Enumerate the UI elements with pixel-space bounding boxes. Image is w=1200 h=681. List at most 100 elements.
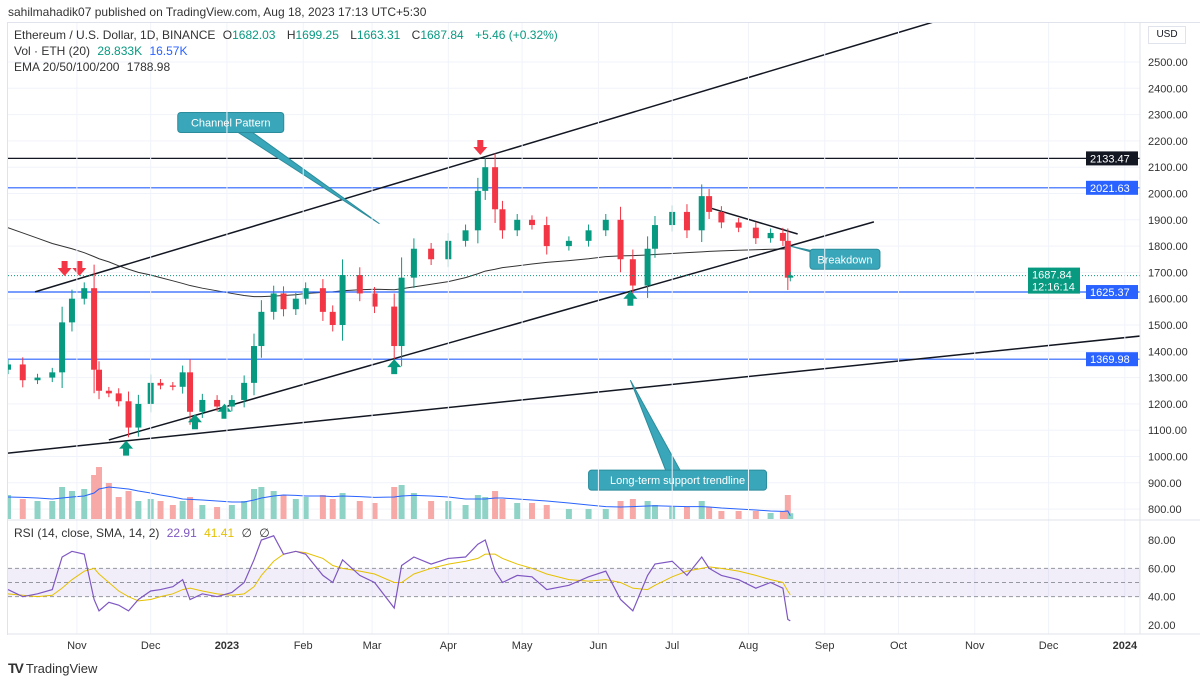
arrow-up-icon — [217, 403, 232, 419]
candle-body — [8, 364, 11, 370]
y-tick-label: 800.00 — [1148, 504, 1182, 516]
volume-bar — [179, 501, 186, 519]
chart-frame — [7, 22, 1200, 635]
volume-bar — [779, 511, 786, 519]
y-tick-label: 1100.00 — [1148, 425, 1187, 437]
level-price-label: 2021.63 — [1090, 183, 1130, 195]
last-price-label: 1687.84 — [1032, 270, 1072, 282]
trendline — [108, 221, 875, 441]
volume-bar — [157, 501, 164, 519]
candle-body — [187, 372, 194, 412]
candle-body — [125, 401, 132, 428]
volume-bar — [752, 511, 759, 519]
callout-label: Long-term support trendline — [610, 475, 745, 487]
price-pane: Channel Pattern Breakdown Long-term suppor… — [8, 23, 1140, 519]
arrow-up-icon — [119, 440, 134, 456]
candle-body — [339, 275, 346, 325]
arrow-up-icon — [187, 414, 202, 430]
volume-bar — [391, 487, 398, 519]
candle-body — [462, 230, 469, 241]
callout-label: Channel Pattern — [191, 117, 271, 129]
volume-bar — [706, 507, 713, 519]
callout-label: Breakdown — [817, 254, 872, 266]
candle-body — [91, 288, 98, 370]
ema-legend: EMA 20/50/100/200 1788.98 — [14, 60, 174, 74]
candle-body — [228, 399, 235, 407]
rsi-pane — [7, 535, 1140, 622]
volume-bar — [91, 475, 98, 519]
level-price-tag — [1086, 352, 1138, 367]
volume-bar — [292, 499, 299, 519]
volume-bar — [617, 501, 624, 519]
volume-bar — [34, 501, 41, 519]
candle-body — [718, 211, 725, 223]
symbol-name[interactable]: Ethereum / U.S. Dollar, 1D, BINANCE — [14, 28, 216, 42]
candle-body — [585, 230, 592, 241]
candle-body — [49, 372, 56, 378]
open-value: O1682.03 — [223, 28, 280, 42]
x-tick-label: Apr — [440, 640, 457, 652]
volume-bar — [735, 511, 742, 519]
candle-body — [779, 232, 786, 241]
candle-body — [68, 298, 75, 323]
rsi-sma-line — [7, 550, 791, 602]
candle-body — [115, 393, 122, 402]
rsi-tick-label: 60.00 — [1148, 563, 1176, 575]
low-value: L1663.31 — [350, 28, 404, 42]
volume-bar — [329, 499, 336, 519]
volume-bar — [629, 499, 636, 519]
currency-button[interactable]: USD — [1148, 26, 1186, 44]
candle-body — [482, 167, 489, 191]
candle-body — [19, 364, 26, 381]
tradingview-logo[interactable]: TV TradingView — [8, 660, 97, 676]
x-tick-label: May — [512, 640, 533, 652]
volume-bar — [371, 503, 378, 519]
candle-body — [499, 209, 506, 231]
arrow-down-icon — [473, 140, 488, 156]
candle-body — [752, 227, 759, 239]
volume-bar — [258, 487, 265, 519]
volume-sma-value: 16.57K — [149, 44, 188, 58]
rsi-legend: RSI (14, close, SMA, 14, 2) 22.91 41.41 … — [14, 526, 274, 540]
y-tick-label: 1300.00 — [1148, 373, 1188, 385]
y-tick-label: 1500.00 — [1148, 320, 1188, 332]
level-price-label: 1369.98 — [1090, 354, 1130, 366]
ema-label[interactable]: EMA 20/50/100/200 — [14, 60, 120, 74]
candle-body — [398, 277, 405, 347]
callout-box — [809, 248, 881, 270]
last-price-tag — [1028, 267, 1080, 294]
y-tick-label: 1700.00 — [1148, 267, 1188, 279]
trendline — [8, 335, 1140, 454]
volume-bar — [339, 493, 346, 519]
x-tick-label: Mar — [363, 640, 382, 652]
candle-body — [371, 293, 378, 307]
candle-body — [135, 403, 142, 428]
volume-bar — [492, 491, 499, 519]
volume-bar — [767, 513, 774, 519]
candle-body — [292, 298, 299, 310]
y-tick-label: 1600.00 — [1148, 294, 1188, 306]
open-number: 1682.03 — [232, 28, 276, 42]
candle-body — [651, 225, 658, 249]
volume-label[interactable]: Vol · ETH (20) — [14, 44, 91, 58]
volume-bar — [251, 489, 257, 519]
change-value: +5.46 (+0.32%) — [475, 28, 558, 42]
volume-bar — [499, 499, 506, 519]
level-price-label: 1625.37 — [1090, 287, 1130, 299]
candle-body — [59, 322, 66, 373]
volume-bar — [482, 497, 489, 519]
x-tick-label: Dec — [1039, 640, 1059, 652]
rsi-line — [7, 535, 791, 622]
y-tick-label: 1900.00 — [1148, 215, 1188, 227]
volume-bar — [125, 491, 132, 519]
close-value: C1687.84 — [412, 28, 468, 42]
volume-bar — [787, 513, 794, 519]
volume-bar — [105, 483, 112, 519]
rsi-sma-value: 41.41 — [204, 526, 235, 540]
candle-body — [602, 219, 609, 231]
rsi-label[interactable]: RSI (14, close, SMA, 14, 2) — [14, 526, 160, 540]
x-tick-label: Jul — [665, 640, 679, 652]
volume-bar — [514, 503, 521, 519]
candle-body — [787, 275, 794, 278]
